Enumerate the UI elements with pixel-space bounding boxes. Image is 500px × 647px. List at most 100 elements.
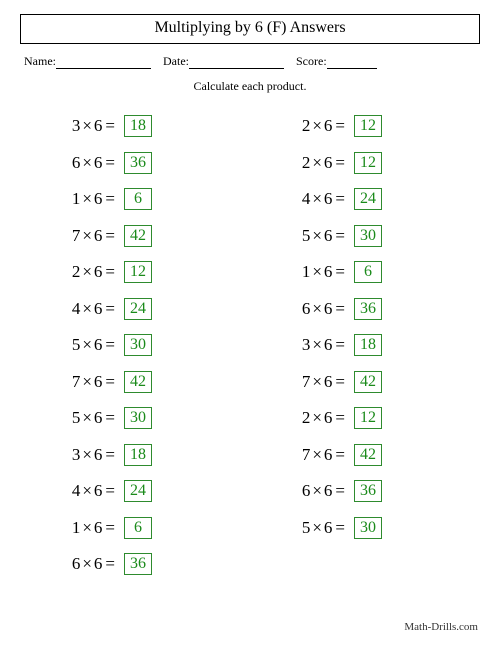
problem-row: 6×6=36: [24, 546, 246, 583]
problem-row: 1×6=6: [24, 181, 246, 218]
answer-box: 42: [354, 371, 382, 393]
name-blank: [56, 55, 151, 69]
problem-row: 5×6=30: [24, 327, 246, 364]
problem-row: 6×6=36: [254, 473, 476, 510]
answer-box: 30: [354, 517, 382, 539]
operator: ×: [80, 189, 94, 208]
answer-box: 36: [354, 480, 382, 502]
equals: =: [332, 262, 348, 281]
operator: ×: [80, 262, 94, 281]
operator: ×: [310, 518, 324, 537]
equals: =: [102, 408, 118, 427]
expression: 6×6=: [254, 299, 354, 319]
problem-row: 6×6=36: [24, 145, 246, 182]
equals: =: [102, 372, 118, 391]
equals: =: [102, 554, 118, 573]
problem-row: 7×6=42: [254, 364, 476, 401]
equals: =: [102, 189, 118, 208]
date-blank: [189, 55, 284, 69]
operator: ×: [80, 226, 94, 245]
expression: 7×6=: [254, 445, 354, 465]
problem-row: 7×6=42: [24, 364, 246, 401]
expression: 5×6=: [24, 408, 124, 428]
answer-box: 6: [124, 517, 152, 539]
answer-box: 30: [124, 334, 152, 356]
problem-row: 3×6=18: [24, 437, 246, 474]
answer-box: 30: [354, 225, 382, 247]
problem-row: 7×6=42: [254, 437, 476, 474]
operator: ×: [80, 153, 94, 172]
problem-row: 4×6=24: [24, 473, 246, 510]
problem-row: 4×6=24: [24, 291, 246, 328]
problem-row: 2×6=12: [254, 145, 476, 182]
equals: =: [332, 153, 348, 172]
answer-box: 12: [124, 261, 152, 283]
equals: =: [102, 481, 118, 500]
problem-row: 3×6=18: [254, 327, 476, 364]
expression: 4×6=: [24, 481, 124, 501]
equals: =: [332, 299, 348, 318]
expression: 1×6=: [24, 518, 124, 538]
problem-row: 1×6=6: [254, 254, 476, 291]
expression: 5×6=: [254, 518, 354, 538]
answer-box: 12: [354, 115, 382, 137]
answer-box: 42: [354, 444, 382, 466]
answer-box: 24: [354, 188, 382, 210]
equals: =: [332, 116, 348, 135]
problem-row: 2×6=12: [254, 108, 476, 145]
answer-box: 42: [124, 225, 152, 247]
problem-row: 7×6=42: [24, 218, 246, 255]
operator: ×: [310, 445, 324, 464]
score-field: Score:: [296, 54, 377, 69]
equals: =: [332, 481, 348, 500]
problem-row: 5×6=30: [254, 218, 476, 255]
equals: =: [332, 445, 348, 464]
operator: ×: [80, 518, 94, 537]
expression: 5×6=: [24, 335, 124, 355]
problem-row: 5×6=30: [254, 510, 476, 547]
answer-box: 18: [354, 334, 382, 356]
score-blank: [327, 55, 377, 69]
expression: 1×6=: [254, 262, 354, 282]
operator: ×: [310, 262, 324, 281]
equals: =: [102, 518, 118, 537]
answer-box: 36: [124, 152, 152, 174]
title-box: Multiplying by 6 (F) Answers: [20, 14, 480, 44]
expression: 6×6=: [254, 481, 354, 501]
operator: ×: [80, 335, 94, 354]
problem-row: 4×6=24: [254, 181, 476, 218]
operator: ×: [80, 554, 94, 573]
column-left: 3×6=186×6=361×6=67×6=422×6=124×6=245×6=3…: [24, 108, 246, 583]
expression: 6×6=: [24, 153, 124, 173]
expression: 2×6=: [24, 262, 124, 282]
problem-row: 5×6=30: [24, 400, 246, 437]
equals: =: [332, 189, 348, 208]
date-label: Date:: [163, 54, 189, 69]
answer-box: 24: [124, 480, 152, 502]
operator: ×: [310, 116, 324, 135]
problem-row: 2×6=12: [24, 254, 246, 291]
equals: =: [102, 226, 118, 245]
problem-row: 1×6=6: [24, 510, 246, 547]
equals: =: [332, 518, 348, 537]
operator: ×: [80, 372, 94, 391]
operator: ×: [310, 299, 324, 318]
operator: ×: [310, 189, 324, 208]
equals: =: [102, 335, 118, 354]
instruction: Calculate each product.: [20, 79, 480, 94]
expression: 3×6=: [24, 116, 124, 136]
equals: =: [332, 408, 348, 427]
operator: ×: [80, 408, 94, 427]
answer-box: 18: [124, 115, 152, 137]
answer-box: 6: [124, 188, 152, 210]
expression: 7×6=: [254, 372, 354, 392]
problem-row: 6×6=36: [254, 291, 476, 328]
equals: =: [102, 445, 118, 464]
answer-box: 18: [124, 444, 152, 466]
operator: ×: [310, 226, 324, 245]
expression: 7×6=: [24, 226, 124, 246]
name-field: Name:: [24, 54, 151, 69]
name-label: Name:: [24, 54, 56, 69]
operator: ×: [80, 445, 94, 464]
date-field: Date:: [163, 54, 284, 69]
